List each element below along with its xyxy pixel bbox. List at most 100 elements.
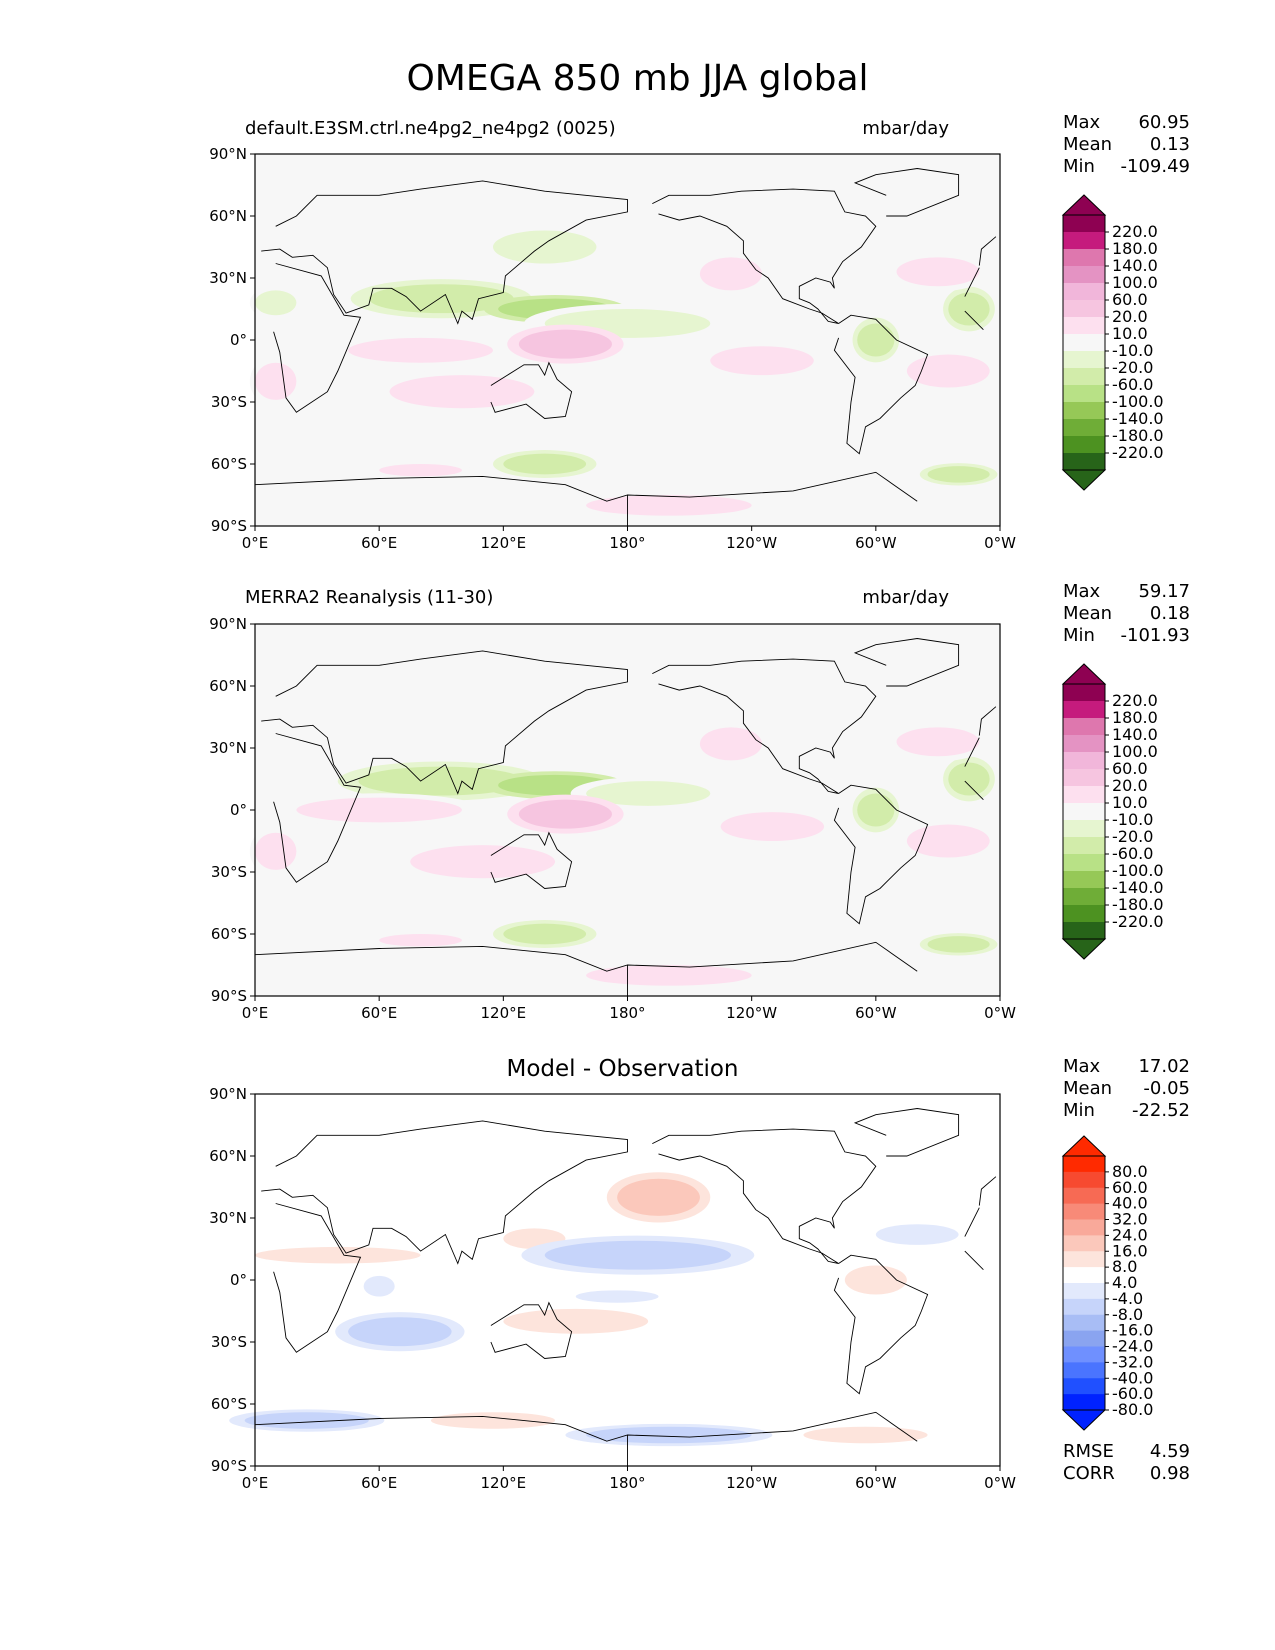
colorbar-tick-label: 140.0 bbox=[1112, 256, 1158, 275]
colorbar-tick-label: -140.0 bbox=[1112, 878, 1164, 897]
colorbar-swatch bbox=[1063, 718, 1105, 736]
colorbar-tick-label: -100.0 bbox=[1112, 392, 1164, 411]
x-tick-label: 120°E bbox=[481, 1474, 527, 1492]
field-region bbox=[358, 766, 525, 796]
colorbar-tick-label: -60.0 bbox=[1112, 375, 1153, 394]
field-region bbox=[255, 832, 297, 870]
y-tick-label: 30°S bbox=[211, 1333, 247, 1351]
y-tick-label: 90°S bbox=[211, 1457, 247, 1475]
colorbar-swatch bbox=[1063, 1219, 1105, 1236]
colorbar-extend-top bbox=[1061, 1135, 1107, 1157]
colorbar-swatch bbox=[1063, 854, 1105, 872]
colorbar-tick-label: 16.0 bbox=[1112, 1241, 1148, 1260]
colorbar-swatch bbox=[1063, 351, 1105, 369]
coastline-antarctica bbox=[255, 941, 918, 996]
field-region bbox=[518, 799, 612, 829]
x-tick-label: 120°W bbox=[726, 534, 777, 552]
field-region bbox=[927, 936, 990, 953]
panel-2-min-value: -101.93 bbox=[1120, 625, 1190, 646]
colorbar-swatch bbox=[1063, 922, 1105, 940]
field-region bbox=[875, 1224, 959, 1245]
coastline-australia bbox=[490, 1301, 573, 1359]
colorbar-tick-label: 180.0 bbox=[1112, 239, 1158, 258]
colorbar-swatch bbox=[1063, 334, 1105, 352]
colorbar-swatch bbox=[1063, 803, 1105, 821]
colorbar-tick-label: -220.0 bbox=[1112, 912, 1164, 931]
colorbar-tick-label: -140.0 bbox=[1112, 409, 1164, 428]
coastline-antarctica bbox=[255, 471, 918, 526]
panel-2-min-label: Min bbox=[1063, 625, 1095, 646]
coastline-africa bbox=[273, 263, 984, 413]
field-region bbox=[430, 1412, 556, 1429]
panel-2-max-value: 59.17 bbox=[1138, 581, 1190, 602]
x-tick-label: 180° bbox=[609, 534, 645, 552]
colorbar-swatch bbox=[1063, 1283, 1105, 1300]
coastline-australia bbox=[490, 361, 573, 419]
colorbar-swatch bbox=[1063, 905, 1105, 923]
colorbar-tick-label: -80.0 bbox=[1112, 1400, 1153, 1419]
colorbar-tick-label: -180.0 bbox=[1112, 426, 1164, 445]
field-region bbox=[255, 1246, 421, 1264]
coastline-south-america bbox=[833, 314, 929, 455]
field-region bbox=[948, 762, 990, 796]
x-tick-label: 60°E bbox=[361, 1004, 397, 1022]
colorbar-tick-label: 220.0 bbox=[1112, 222, 1158, 241]
colorbar-swatch bbox=[1063, 1394, 1105, 1411]
colorbar-swatch bbox=[1063, 1346, 1105, 1363]
panel-1-mean-value: 0.13 bbox=[1149, 134, 1190, 155]
panel-3-min-value: -22.52 bbox=[1131, 1100, 1190, 1121]
colorbar-swatch bbox=[1063, 368, 1105, 386]
x-tick-label: 120°E bbox=[481, 1004, 527, 1022]
panel-2-max-label: Max bbox=[1063, 581, 1101, 602]
panel-3-map: 0°E 60°E 120°E 180° 120°W 60°W 0°W 90°N 60°N 30°N… bbox=[209, 1085, 1153, 1492]
colorbar-tick-label: 8.0 bbox=[1112, 1257, 1137, 1276]
panel-3-rmse-value: 4.59 bbox=[1149, 1441, 1190, 1462]
colorbar-swatch bbox=[1063, 1235, 1105, 1252]
colorbar-swatch bbox=[1063, 1378, 1105, 1395]
colorbar-tick-label: 10.0 bbox=[1112, 324, 1148, 343]
colorbar-tick-label: 220.0 bbox=[1112, 691, 1158, 710]
colorbar-tick-label: -16.0 bbox=[1112, 1321, 1153, 1340]
field-region bbox=[389, 375, 535, 409]
x-tick-label: 180° bbox=[609, 1004, 645, 1022]
panel-1-min-label: Min bbox=[1063, 156, 1095, 177]
y-tick-label: 0° bbox=[230, 1271, 247, 1289]
colorbar-swatch bbox=[1063, 1298, 1105, 1316]
y-tick-label: 0° bbox=[230, 331, 247, 349]
y-tick-label: 30°S bbox=[211, 393, 247, 411]
colorbar-swatch bbox=[1063, 436, 1105, 454]
colorbar-swatch bbox=[1063, 249, 1105, 267]
field-region bbox=[296, 797, 462, 823]
field-region bbox=[379, 464, 462, 477]
field-region bbox=[544, 1240, 731, 1270]
y-tick-label: 30°N bbox=[209, 269, 247, 287]
colorbar-tick-label: 80.0 bbox=[1112, 1162, 1148, 1181]
coastline-south-america bbox=[833, 784, 929, 925]
field-region bbox=[710, 346, 814, 376]
colorbar-tick-label: 60.0 bbox=[1112, 1178, 1148, 1197]
field-region bbox=[503, 923, 587, 945]
colorbar-tick-label: 4.0 bbox=[1112, 1273, 1137, 1292]
colorbar-extend-bottom bbox=[1061, 469, 1107, 491]
field-region bbox=[368, 284, 514, 314]
y-tick-label: 30°N bbox=[209, 739, 247, 757]
field-region bbox=[348, 1317, 452, 1347]
colorbar-swatch bbox=[1063, 735, 1105, 753]
x-tick-label: 180° bbox=[609, 1474, 645, 1492]
panel-2-mean-value: 0.18 bbox=[1149, 603, 1190, 624]
colorbar-tick-label: -220.0 bbox=[1112, 443, 1164, 462]
colorbar-swatch bbox=[1063, 385, 1105, 403]
field-region bbox=[410, 845, 556, 879]
colorbar-frame bbox=[1062, 683, 1106, 940]
colorbar-swatch bbox=[1063, 1251, 1105, 1268]
y-tick-label: 60°N bbox=[209, 677, 247, 695]
coastline-south-america bbox=[833, 1254, 929, 1395]
panel-1-map: 0°E 60°E 120°E 180° 120°W 60°W 0°W 90°N 60°N 30°N… bbox=[209, 145, 1164, 552]
x-tick-label: 60°E bbox=[361, 1474, 397, 1492]
colorbar-tick-label: -10.0 bbox=[1112, 341, 1153, 360]
colorbar-tick-label: 140.0 bbox=[1112, 725, 1158, 744]
colorbar-tick-label: 32.0 bbox=[1112, 1210, 1148, 1229]
colorbar-swatch bbox=[1063, 871, 1105, 889]
field-region bbox=[255, 362, 297, 400]
colorbar-tick-label: -24.0 bbox=[1112, 1337, 1153, 1356]
